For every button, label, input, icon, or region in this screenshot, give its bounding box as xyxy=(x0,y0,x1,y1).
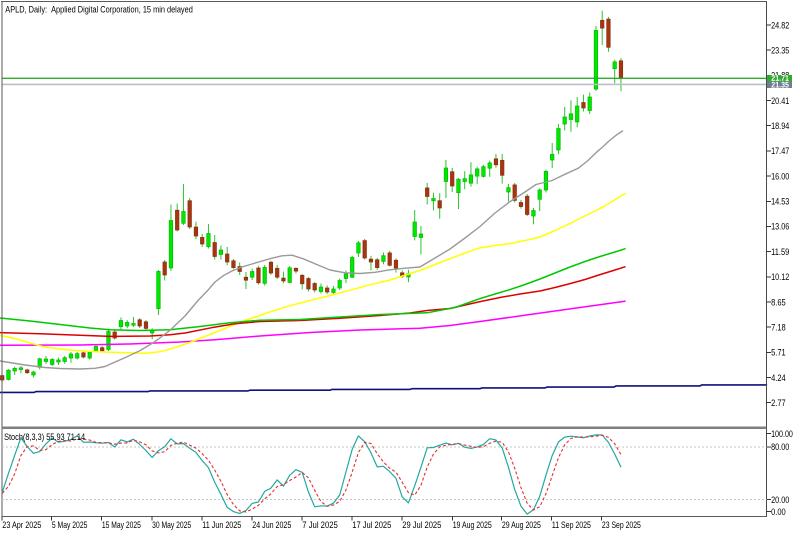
svg-text:24.82: 24.82 xyxy=(771,20,789,30)
svg-text:7.18: 7.18 xyxy=(771,323,786,333)
svg-text:20.41: 20.41 xyxy=(771,96,789,106)
svg-text:14.53: 14.53 xyxy=(771,197,789,207)
svg-text:30 May 2025: 30 May 2025 xyxy=(152,519,191,530)
svg-text:17 Jul 2025: 17 Jul 2025 xyxy=(352,519,391,530)
svg-text:24 Jun 2025: 24 Jun 2025 xyxy=(252,519,291,530)
svg-text:21.71: 21.71 xyxy=(771,74,789,83)
svg-text:8.65: 8.65 xyxy=(771,297,786,307)
svg-text:16.00: 16.00 xyxy=(771,171,789,181)
svg-text:7 Jul 2025: 7 Jul 2025 xyxy=(302,519,338,530)
svg-text:29 Jul 2025: 29 Jul 2025 xyxy=(402,519,441,530)
svg-text:23 Apr 2025: 23 Apr 2025 xyxy=(2,519,41,530)
svg-text:18.94: 18.94 xyxy=(771,121,789,131)
svg-text:21.35: 21.35 xyxy=(771,80,789,89)
svg-text:80.00: 80.00 xyxy=(771,442,789,452)
svg-text:20.00: 20.00 xyxy=(771,495,789,505)
svg-text:15 May 2025: 15 May 2025 xyxy=(102,519,141,530)
svg-text:0.00: 0.00 xyxy=(771,507,786,517)
svg-text:5.71: 5.71 xyxy=(771,348,786,358)
svg-text:23.35: 23.35 xyxy=(771,46,789,56)
svg-text:10.12: 10.12 xyxy=(771,272,789,282)
svg-text:19 Aug 2025: 19 Aug 2025 xyxy=(453,519,492,530)
svg-text:Stoch(8,3,3) 55.93 71.14: Stoch(8,3,3) 55.93 71.14 xyxy=(4,432,85,442)
svg-text:5 May 2025: 5 May 2025 xyxy=(52,519,88,530)
svg-text:17.47: 17.47 xyxy=(771,146,789,156)
svg-text:100.00: 100.00 xyxy=(771,429,793,439)
svg-text:4.24: 4.24 xyxy=(771,373,786,383)
svg-text:23 Sep 2025: 23 Sep 2025 xyxy=(602,519,641,530)
svg-text:11.59: 11.59 xyxy=(771,247,789,257)
svg-text:APLD, Daily: Applied Digital: APLD, Daily: Applied Digital Corporation… xyxy=(5,4,193,14)
svg-text:13.06: 13.06 xyxy=(771,222,789,232)
svg-text:29 Aug 2025: 29 Aug 2025 xyxy=(502,519,541,530)
svg-text:2.77: 2.77 xyxy=(771,398,786,408)
svg-text:11 Sep 2025: 11 Sep 2025 xyxy=(552,519,591,530)
svg-text:11 Jun 2025: 11 Jun 2025 xyxy=(202,519,241,530)
